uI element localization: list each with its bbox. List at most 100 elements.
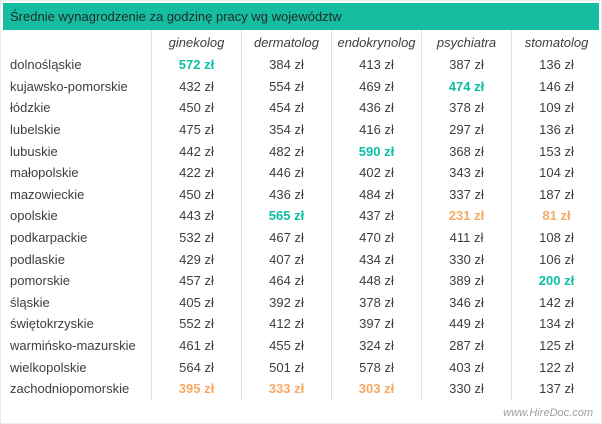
province-label: wielkopolskie <box>10 359 87 375</box>
value-cell: 450 zł <box>151 97 241 119</box>
province-label: podlaskie <box>10 251 65 267</box>
value-cell: 378 zł <box>331 291 421 314</box>
value-cell: 467 zł <box>241 226 331 249</box>
table-row: wielkopolskie 564 zł 501 zł 578 zł 403 zł 122… <box>1 356 601 378</box>
column-header-row: ginekolog dermatolog endokrynolog psychiatr… <box>1 30 601 54</box>
table-row: lubuskie 442 zł 482 zł 590 zł 368 zł 153 zł <box>1 140 601 162</box>
value-cell: 455 zł <box>241 334 331 357</box>
province-label: pomorskie <box>10 273 70 289</box>
value-cell: 109 zł <box>511 97 601 119</box>
province-label: lubuskie <box>10 143 58 159</box>
value-cell: 231 zł <box>421 205 511 227</box>
value-cell: 454 zł <box>241 97 331 119</box>
value-cell: 125 zł <box>511 334 601 357</box>
province-label: kujawsko-pomorskie <box>10 78 128 94</box>
value-cell: 106 zł <box>511 248 601 270</box>
table-row: zachodniopomorskie 395 zł 333 zł 303 zł 330 … <box>1 377 601 400</box>
value-cell: 297 zł <box>421 118 511 141</box>
province-label: lubelskie <box>10 122 61 138</box>
value-cell: 134 zł <box>511 313 601 335</box>
value-cell: 436 zł <box>241 183 331 206</box>
table-row: podkarpackie 532 zł 467 zł 470 zł 411 zł 108 … <box>1 226 601 249</box>
province-label: zachodniopomorskie <box>10 381 130 397</box>
value-cell: 578 zł <box>331 356 421 378</box>
table-row: pomorskie 457 zł 464 zł 448 zł 389 zł 200 zł <box>1 269 601 292</box>
province-label: opolskie <box>10 208 58 224</box>
column-header: stomatolog <box>511 30 601 54</box>
value-cell: 501 zł <box>241 356 331 378</box>
value-cell: 108 zł <box>511 226 601 249</box>
value-cell: 565 zł <box>241 205 331 227</box>
corner-cell <box>1 30 151 54</box>
value-cell: 397 zł <box>331 313 421 335</box>
table-row: małopolskie 422 zł 446 zł 402 zł 343 zł 104 z… <box>1 161 601 184</box>
province-label: warmińsko-mazurskie <box>10 338 136 354</box>
table-row: mazowieckie 450 zł 436 zł 484 zł 337 zł 187 z… <box>1 183 601 206</box>
table-title: Średnie wynagrodzenie za godzinę pracy w… <box>10 9 342 24</box>
table-row: opolskie 443 zł 565 zł 437 zł 231 zł 81 zł <box>1 205 601 227</box>
value-cell: 474 zł <box>421 75 511 98</box>
title-bar: Średnie wynagrodzenie za godzinę pracy w… <box>3 3 599 30</box>
value-cell: 442 zł <box>151 140 241 162</box>
value-cell: 387 zł <box>421 54 511 76</box>
value-cell: 475 zł <box>151 118 241 141</box>
value-cell: 422 zł <box>151 161 241 184</box>
value-cell: 287 zł <box>421 334 511 357</box>
value-cell: 187 zł <box>511 183 601 206</box>
value-cell: 590 zł <box>331 140 421 162</box>
value-cell: 552 zł <box>151 313 241 335</box>
table-row: dolnośląskie 572 zł 384 zł 413 zł 387 zł 136 … <box>1 54 601 76</box>
value-cell: 137 zł <box>511 377 601 400</box>
value-cell: 200 zł <box>511 269 601 292</box>
province-label: łódzkie <box>10 100 51 116</box>
value-cell: 378 zł <box>421 97 511 119</box>
value-cell: 564 zł <box>151 356 241 378</box>
value-cell: 532 zł <box>151 226 241 249</box>
province-label: dolnośląskie <box>10 57 82 73</box>
value-cell: 303 zł <box>331 377 421 400</box>
value-cell: 354 zł <box>241 118 331 141</box>
table-row: lubelskie 475 zł 354 zł 416 zł 297 zł 136 zł <box>1 118 601 141</box>
value-cell: 412 zł <box>241 313 331 335</box>
value-cell: 484 zł <box>331 183 421 206</box>
value-cell: 337 zł <box>421 183 511 206</box>
value-cell: 403 zł <box>421 356 511 378</box>
value-cell: 389 zł <box>421 269 511 292</box>
table-row: śląskie 405 zł 392 zł 378 zł 346 zł 142 zł <box>1 291 601 314</box>
value-cell: 136 zł <box>511 118 601 141</box>
value-cell: 572 zł <box>151 54 241 76</box>
province-label: śląskie <box>10 294 50 310</box>
table-row: warmińsko-mazurskie 461 zł 455 zł 324 zł 287… <box>1 334 601 357</box>
value-cell: 429 zł <box>151 248 241 270</box>
value-cell: 449 zł <box>421 313 511 335</box>
table-row: kujawsko-pomorskie 432 zł 554 zł 469 zł 474 … <box>1 75 601 98</box>
table-body: dolnośląskie 572 zł 384 zł 413 zł 387 zł 136 … <box>1 54 601 400</box>
value-cell: 146 zł <box>511 75 601 98</box>
value-cell: 343 zł <box>421 161 511 184</box>
value-cell: 136 zł <box>511 54 601 76</box>
value-cell: 411 zł <box>421 226 511 249</box>
value-cell: 450 zł <box>151 183 241 206</box>
value-cell: 416 zł <box>331 118 421 141</box>
column-header: ginekolog <box>151 30 241 54</box>
value-cell: 384 zł <box>241 54 331 76</box>
value-cell: 436 zł <box>331 97 421 119</box>
value-cell: 464 zł <box>241 269 331 292</box>
value-cell: 153 zł <box>511 140 601 162</box>
province-label: małopolskie <box>10 165 79 181</box>
province-label: mazowieckie <box>10 186 85 202</box>
province-label: świętokrzyskie <box>10 316 94 332</box>
value-cell: 122 zł <box>511 356 601 378</box>
value-cell: 368 zł <box>421 140 511 162</box>
table-row: łódzkie 450 zł 454 zł 436 zł 378 zł 109 zł <box>1 97 601 119</box>
value-cell: 346 zł <box>421 291 511 314</box>
value-cell: 437 zł <box>331 205 421 227</box>
watermark: www.HireDoc.com <box>503 407 593 419</box>
column-header: dermatolog <box>241 30 331 54</box>
value-cell: 413 zł <box>331 54 421 76</box>
value-cell: 443 zł <box>151 205 241 227</box>
value-cell: 482 zł <box>241 140 331 162</box>
table-row: podlaskie 429 zł 407 zł 434 zł 330 zł 106 zł <box>1 248 601 270</box>
value-cell: 432 zł <box>151 75 241 98</box>
